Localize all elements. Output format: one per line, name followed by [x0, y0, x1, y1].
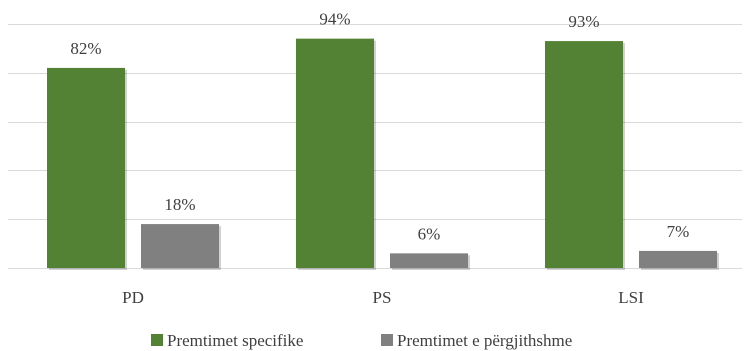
- x-axis: PD PS LSI: [122, 288, 644, 307]
- legend-label: Premtimet e përgjithshme: [397, 331, 572, 350]
- x-tick-label: PD: [122, 288, 144, 307]
- bar-ps-series-1: [296, 38, 374, 268]
- data-label: 6%: [418, 224, 441, 243]
- x-tick-label: LSI: [618, 288, 644, 307]
- data-label: 82%: [70, 39, 101, 58]
- data-label: 18%: [164, 195, 195, 214]
- data-label: 94%: [319, 10, 350, 29]
- bar-pd-series-1: [47, 67, 125, 268]
- bar-lsi-series-1: [545, 41, 623, 268]
- data-label: 93%: [568, 12, 599, 31]
- bar-lsi-series-2: [639, 250, 717, 268]
- legend-swatch: [151, 334, 163, 346]
- bars: [47, 38, 719, 270]
- bar-pd-series-2: [141, 224, 219, 268]
- legend-label: Premtimet specifike: [167, 331, 303, 350]
- bar-ps-series-2: [390, 253, 468, 268]
- x-tick-label: PS: [373, 288, 392, 307]
- gridlines: [8, 24, 742, 269]
- data-label: 7%: [667, 222, 690, 241]
- legend-swatch: [381, 334, 393, 346]
- data-labels: 82% 18% 94% 6% 93% 7%: [70, 10, 689, 244]
- legend: Premtimet specifike Premtimet e përgjiths…: [151, 331, 572, 350]
